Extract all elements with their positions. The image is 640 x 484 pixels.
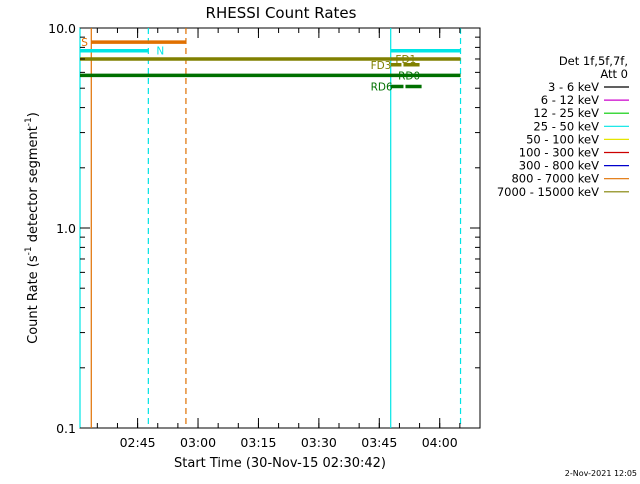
data-bars (80, 40, 461, 89)
legend-label-0: 3 - 6 keV (548, 80, 599, 94)
vertical-markers (79, 28, 462, 428)
legend-label-4: 50 - 100 keV (526, 132, 599, 146)
legend-title-detectors: Det 1f,5f,7f, (559, 54, 628, 68)
legend-label-6: 300 - 800 keV (519, 159, 599, 173)
y-tick-label-0: 0.1 (56, 421, 76, 436)
x-tick-label-4: 03:45 (361, 435, 397, 450)
legend-title-attenuator: Att 0 (600, 67, 628, 81)
data-bar-label-7: RD0 (398, 70, 420, 82)
y-axis-label-end: ) (26, 112, 41, 117)
legend-label-8: 7000 - 15000 keV (497, 185, 599, 199)
y-axis-label-mid: detector segment (26, 126, 41, 246)
legend-label-5: 100 - 300 keV (519, 146, 599, 160)
x-tick-label-0: 02:45 (120, 435, 156, 450)
data-bar-label-0: N (156, 46, 164, 58)
x-axis: 02:45 03:00 03:15 03:30 03:45 04:00 (96, 28, 481, 450)
x-tick-label-2: 03:15 (240, 435, 276, 450)
x-axis-label: Start Time (30-Nov-15 02:30:42) (174, 456, 386, 471)
footer-date: 2-Nov-2021 12:05 (565, 469, 637, 478)
x-tick-label-1: 03:00 (180, 435, 216, 450)
x-tick-label-3: 03:30 (301, 435, 337, 450)
legend-label-7: 800 - 7000 keV (511, 172, 599, 186)
data-bar-label-4: FD1 (395, 54, 416, 66)
legend-label-3: 25 - 50 keV (533, 119, 599, 133)
y-tick-label-1: 1.0 (56, 221, 76, 236)
legend-label-1: 6 - 12 keV (541, 93, 599, 107)
y-tick-label-2: 10.0 (48, 21, 76, 36)
data-bar-label-5: FD3 (371, 60, 392, 72)
data-bar-label-8: RD6 (371, 81, 393, 93)
legend-label-2: 12 - 25 keV (533, 106, 599, 120)
data-bar-label-1: S (81, 37, 88, 49)
y-axis: 0.1 1.0 10.0 (48, 21, 480, 436)
y-axis-label: Count Rate (s-1 detector segment-1) (24, 112, 41, 344)
x-tick-label-5: 04:00 (422, 435, 458, 450)
y-axis-label-sup2: -1 (24, 117, 34, 126)
y-axis-label-sup1: -1 (24, 246, 34, 255)
y-axis-label-main: Count Rate (s (26, 255, 41, 344)
chart-title: RHESSI Count Rates (206, 4, 357, 22)
